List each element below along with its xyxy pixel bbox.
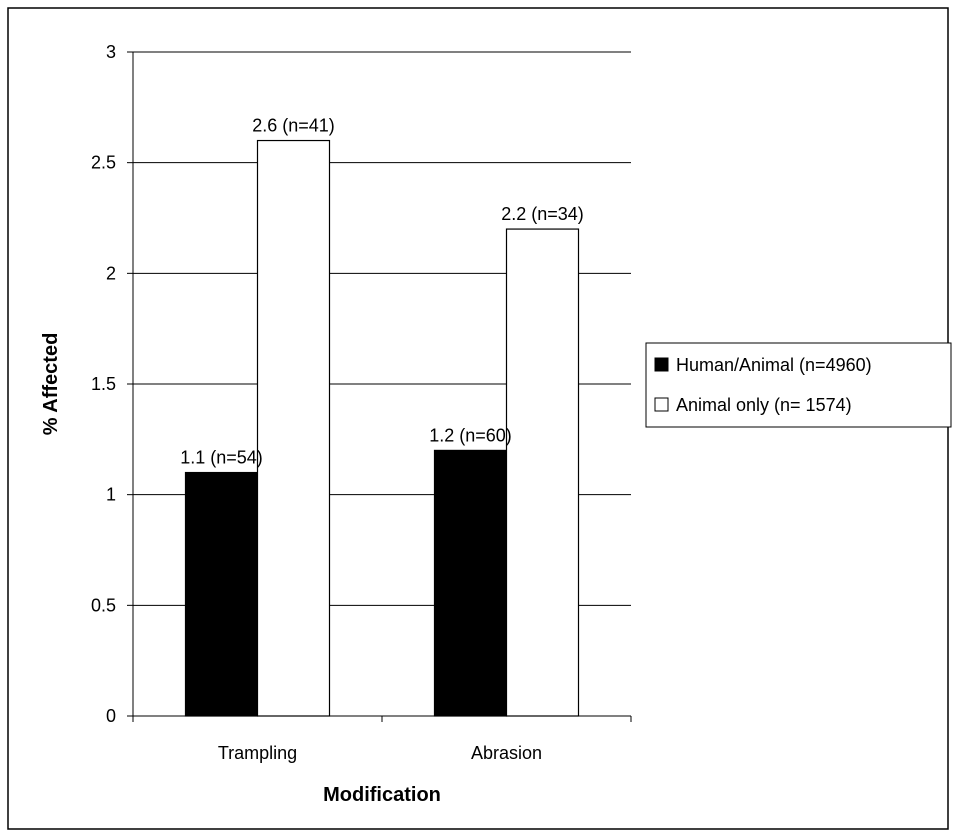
x-ticks: Trampling Abrasion xyxy=(132,716,632,763)
y-tick-label: 1 xyxy=(106,485,116,505)
x-axis-title: Modification xyxy=(323,784,441,806)
legend-box xyxy=(645,342,952,428)
legend-swatch-human-animal xyxy=(654,357,669,372)
bar xyxy=(433,449,508,717)
bar xyxy=(505,228,580,717)
y-tick-label: 1.5 xyxy=(91,374,116,394)
legend: Human/Animal (n=4960) Animal only (n= 15… xyxy=(645,342,952,428)
y-tick-label: 3 xyxy=(106,42,116,62)
data-labels: 1.1 (n=54) 2.6 (n=41) 1.2 (n=60) 2.2 (n=34) xyxy=(180,116,584,468)
legend-label-animal-only: Animal only (n= 1574) xyxy=(676,395,852,415)
legend-swatch-animal-only xyxy=(654,397,669,412)
legend-label-human-animal: Human/Animal (n=4960) xyxy=(676,355,872,375)
y-axis-title: % Affected xyxy=(40,333,62,436)
data-label: 1.2 (n=60) xyxy=(429,425,512,445)
bar xyxy=(256,139,331,717)
y-tick-label: 2.5 xyxy=(91,153,116,173)
data-label: 1.1 (n=54) xyxy=(180,448,263,468)
x-tick-label: Abrasion xyxy=(471,743,542,763)
y-tick-label: 0 xyxy=(106,706,116,726)
bars xyxy=(184,139,580,717)
y-tick-label: 0.5 xyxy=(91,595,116,615)
y-tick-label: 2 xyxy=(106,263,116,283)
x-tick-label: Trampling xyxy=(218,743,297,763)
bar xyxy=(184,471,259,717)
y-ticks: 0 0.5 1 1.5 2 2.5 3 xyxy=(91,42,133,726)
data-label: 2.6 (n=41) xyxy=(252,116,335,136)
data-label: 2.2 (n=34) xyxy=(501,204,584,224)
